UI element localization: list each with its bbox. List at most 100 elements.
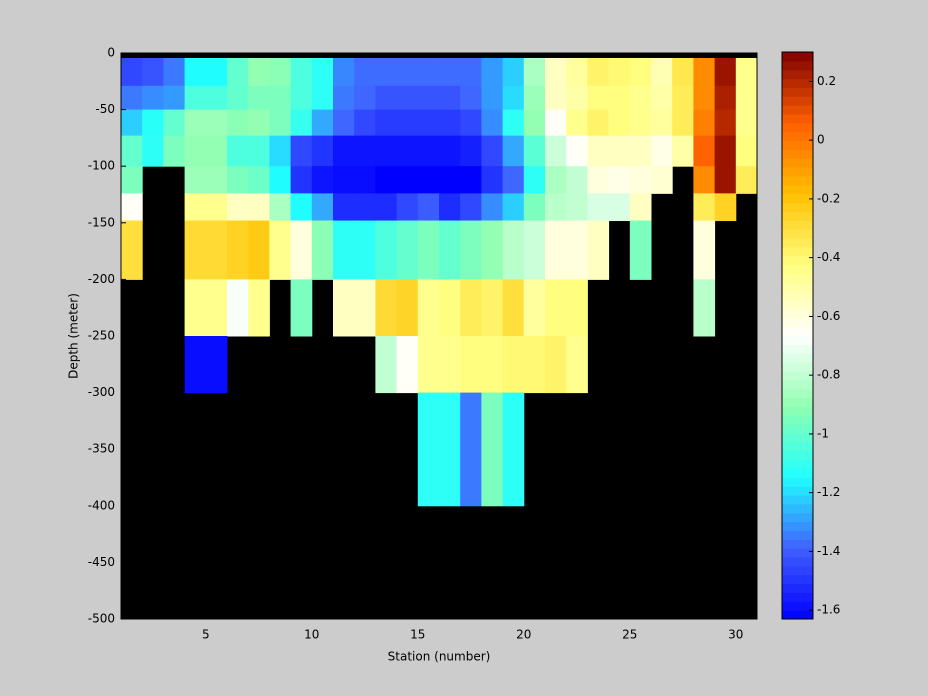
colorbar-swatch: [782, 326, 813, 336]
heatmap-cell: [651, 109, 673, 137]
colorbar-swatch: [782, 601, 813, 611]
colorbar-swatch: [782, 176, 813, 186]
colorbar-swatch: [782, 362, 813, 372]
heatmap-cell: [481, 279, 504, 337]
heatmap-cell: [672, 109, 694, 137]
heatmap-cell: [693, 109, 716, 137]
colorbar-swatch: [782, 610, 813, 620]
heatmap-cell: [672, 135, 694, 167]
colorbar-swatch: [782, 450, 813, 461]
heatmap-cell: [545, 166, 567, 194]
colorbar-swatch: [782, 424, 813, 434]
heatmap-cell: [184, 57, 207, 87]
heatmap-cell: [629, 109, 652, 137]
heatmap-cell: [142, 109, 164, 137]
heatmap-cell: [587, 166, 610, 194]
heatmap-cell: [333, 166, 355, 194]
heatmap-cell: [714, 57, 737, 87]
heatmap-cell: [375, 166, 398, 194]
heatmap-cell: [523, 109, 546, 137]
heatmap-cell: [227, 220, 249, 280]
heatmap-cell: [523, 220, 546, 280]
heatmap-cell: [269, 193, 292, 222]
colorbar-swatch: [782, 539, 813, 549]
heatmap-cell: [417, 135, 440, 167]
heatmap-cell: [248, 166, 270, 194]
heatmap-cell: [629, 166, 652, 194]
heatmap-cell: [290, 57, 313, 87]
heatmap-cell: [460, 85, 482, 111]
heatmap-cell: [142, 85, 164, 111]
colorbar-swatch: [782, 69, 813, 80]
heatmap-cell: [502, 193, 525, 222]
heatmap-cell: [566, 109, 588, 137]
heatmap-cell: [566, 85, 588, 111]
y-tick-label: -250: [88, 329, 115, 343]
heatmap-cell: [460, 336, 482, 394]
y-tick-label: -500: [88, 612, 115, 626]
heatmap-cell: [333, 85, 355, 111]
colorbar-swatch: [782, 432, 813, 443]
colorbar-swatch: [782, 78, 813, 88]
heatmap-cell: [439, 220, 461, 280]
heatmap-cell: [566, 135, 588, 167]
heatmap-cell: [481, 336, 504, 394]
y-tick-label: -100: [88, 159, 115, 173]
colorbar-swatch: [782, 158, 813, 168]
heatmap-cell: [735, 109, 758, 137]
heatmap-cell: [693, 279, 716, 337]
heatmap-cell: [163, 85, 186, 111]
heatmap-cell: [629, 135, 652, 167]
heatmap-cell: [311, 57, 334, 87]
heatmap-cell: [311, 220, 334, 280]
heatmap-cell: [460, 135, 482, 167]
heatmap-cell: [396, 193, 419, 222]
colorbar-swatch: [782, 114, 813, 124]
heatmap-cell: [417, 279, 440, 337]
colorbar-swatch: [782, 556, 813, 567]
colorbar-swatch: [782, 353, 813, 363]
heatmap-cell: [608, 57, 631, 87]
heatmap-cell: [672, 57, 694, 87]
heatmap-cell: [163, 57, 186, 87]
heatmap-cell: [439, 166, 461, 194]
colorbar-swatch: [782, 379, 813, 390]
colorbar-swatch: [782, 583, 813, 593]
colorbar-swatch: [782, 131, 813, 142]
colorbar-swatch: [782, 96, 813, 106]
heatmap-cell: [735, 135, 758, 167]
colorbar-swatch: [782, 397, 813, 407]
heatmap-cell: [333, 279, 355, 337]
heatmap-cell: [354, 166, 376, 194]
heatmap-cell: [439, 279, 461, 337]
heatmap-cell: [121, 166, 143, 194]
heatmap-cell: [735, 85, 758, 111]
heatmap-cell: [269, 85, 292, 111]
heatmap-cell: [396, 166, 419, 194]
heatmap-cell: [375, 193, 398, 222]
heatmap-cell: [651, 57, 673, 87]
heatmap-cell: [205, 220, 228, 280]
colorbar-swatch: [782, 122, 813, 133]
heatmap-cell: [417, 57, 440, 87]
heatmap-cell: [417, 336, 440, 394]
heatmap-cell: [333, 220, 355, 280]
heatmap-cell: [290, 109, 313, 137]
heatmap-cell: [502, 220, 525, 280]
colorbar-tick-label: 0: [817, 133, 825, 147]
heatmap-cell: [714, 193, 737, 222]
heatmap-cell: [545, 85, 567, 111]
heatmap-cell: [417, 220, 440, 280]
heatmap-cell: [417, 392, 440, 507]
colorbar-swatch: [782, 291, 813, 301]
heatmap-cell: [608, 85, 631, 111]
heatmap-cell: [629, 193, 652, 222]
y-tick-label: -200: [88, 272, 115, 286]
heatmap-cell: [184, 166, 207, 194]
heatmap-cell: [205, 193, 228, 222]
colorbar-swatch: [782, 317, 813, 328]
heatmap-cell: [651, 166, 673, 194]
heatmap-cell: [184, 279, 207, 337]
colorbar-swatch: [782, 193, 813, 204]
